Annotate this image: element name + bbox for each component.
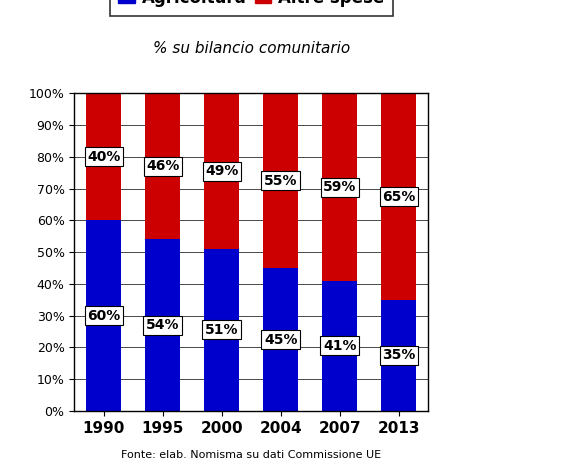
Bar	[263, 268, 299, 411]
Bar	[145, 240, 180, 411]
Text: 40%: 40%	[87, 150, 120, 164]
Text: 49%: 49%	[205, 164, 239, 178]
Bar	[381, 93, 416, 300]
Bar	[263, 93, 299, 268]
Text: 45%: 45%	[264, 333, 297, 347]
Text: 65%: 65%	[382, 190, 416, 204]
Text: 51%: 51%	[205, 323, 239, 337]
Text: 41%: 41%	[323, 339, 356, 353]
Bar	[204, 93, 239, 249]
Text: 60%: 60%	[87, 309, 120, 323]
Bar	[322, 93, 357, 281]
Text: Fonte: elab. Nomisma su dati Commissione UE: Fonte: elab. Nomisma su dati Commissione…	[121, 450, 381, 460]
Text: 46%: 46%	[146, 159, 179, 173]
Bar	[145, 93, 180, 240]
Text: 35%: 35%	[382, 348, 416, 362]
Bar	[86, 93, 122, 220]
Text: 59%: 59%	[323, 180, 356, 194]
Bar	[381, 300, 416, 411]
Bar	[322, 281, 357, 411]
Bar	[86, 220, 122, 411]
Text: 54%: 54%	[146, 318, 179, 332]
Bar	[204, 249, 239, 411]
Text: % su bilancio comunitario: % su bilancio comunitario	[152, 41, 350, 56]
Text: 55%: 55%	[264, 174, 297, 188]
Legend: Agricoltura, Altre spese: Agricoltura, Altre spese	[110, 0, 393, 16]
